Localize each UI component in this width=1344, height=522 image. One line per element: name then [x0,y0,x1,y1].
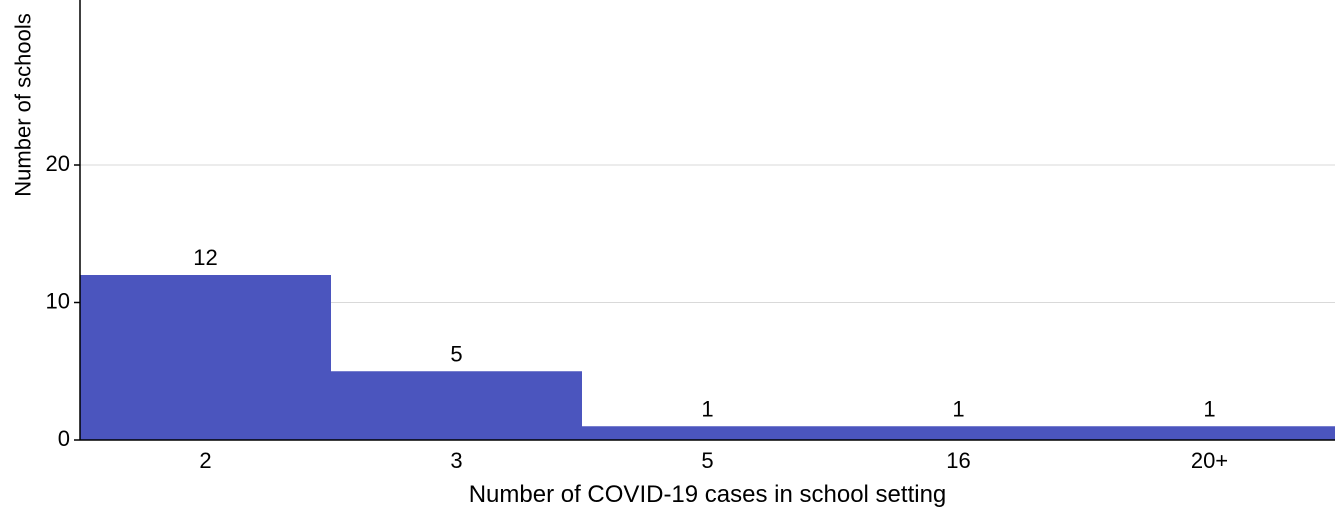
x-tick-label: 3 [450,448,462,473]
y-axis: 0 10 20 [46,0,80,451]
chart-svg: 12 5 1 1 1 0 10 20 2 3 5 16 20+ Number of COVID-19… [0,0,1344,522]
y-tick-label: 0 [58,426,70,451]
bar-value-label: 12 [193,245,217,270]
bar [833,426,1084,440]
x-tick-label: 20+ [1191,448,1228,473]
bar-value-label: 1 [1203,396,1215,421]
bar-chart: Number of schools 125111 01020 2351620+ … [0,0,1344,522]
bar [1084,426,1335,440]
x-tick-label: 5 [701,448,713,473]
x-axis-title: Number of COVID-19 cases in school setti… [469,481,947,508]
bar-value-label: 5 [450,341,462,366]
x-tick-label: 16 [946,448,970,473]
bar [582,426,833,440]
bar-value-label: 1 [952,396,964,421]
y-tick-label: 10 [46,288,70,313]
x-tick-label: 2 [199,448,211,473]
bar-value-label: 1 [701,396,713,421]
y-tick-label: 20 [46,151,70,176]
bar [331,371,582,440]
x-axis: 2 3 5 16 20+ [80,440,1335,473]
bar [80,275,331,440]
